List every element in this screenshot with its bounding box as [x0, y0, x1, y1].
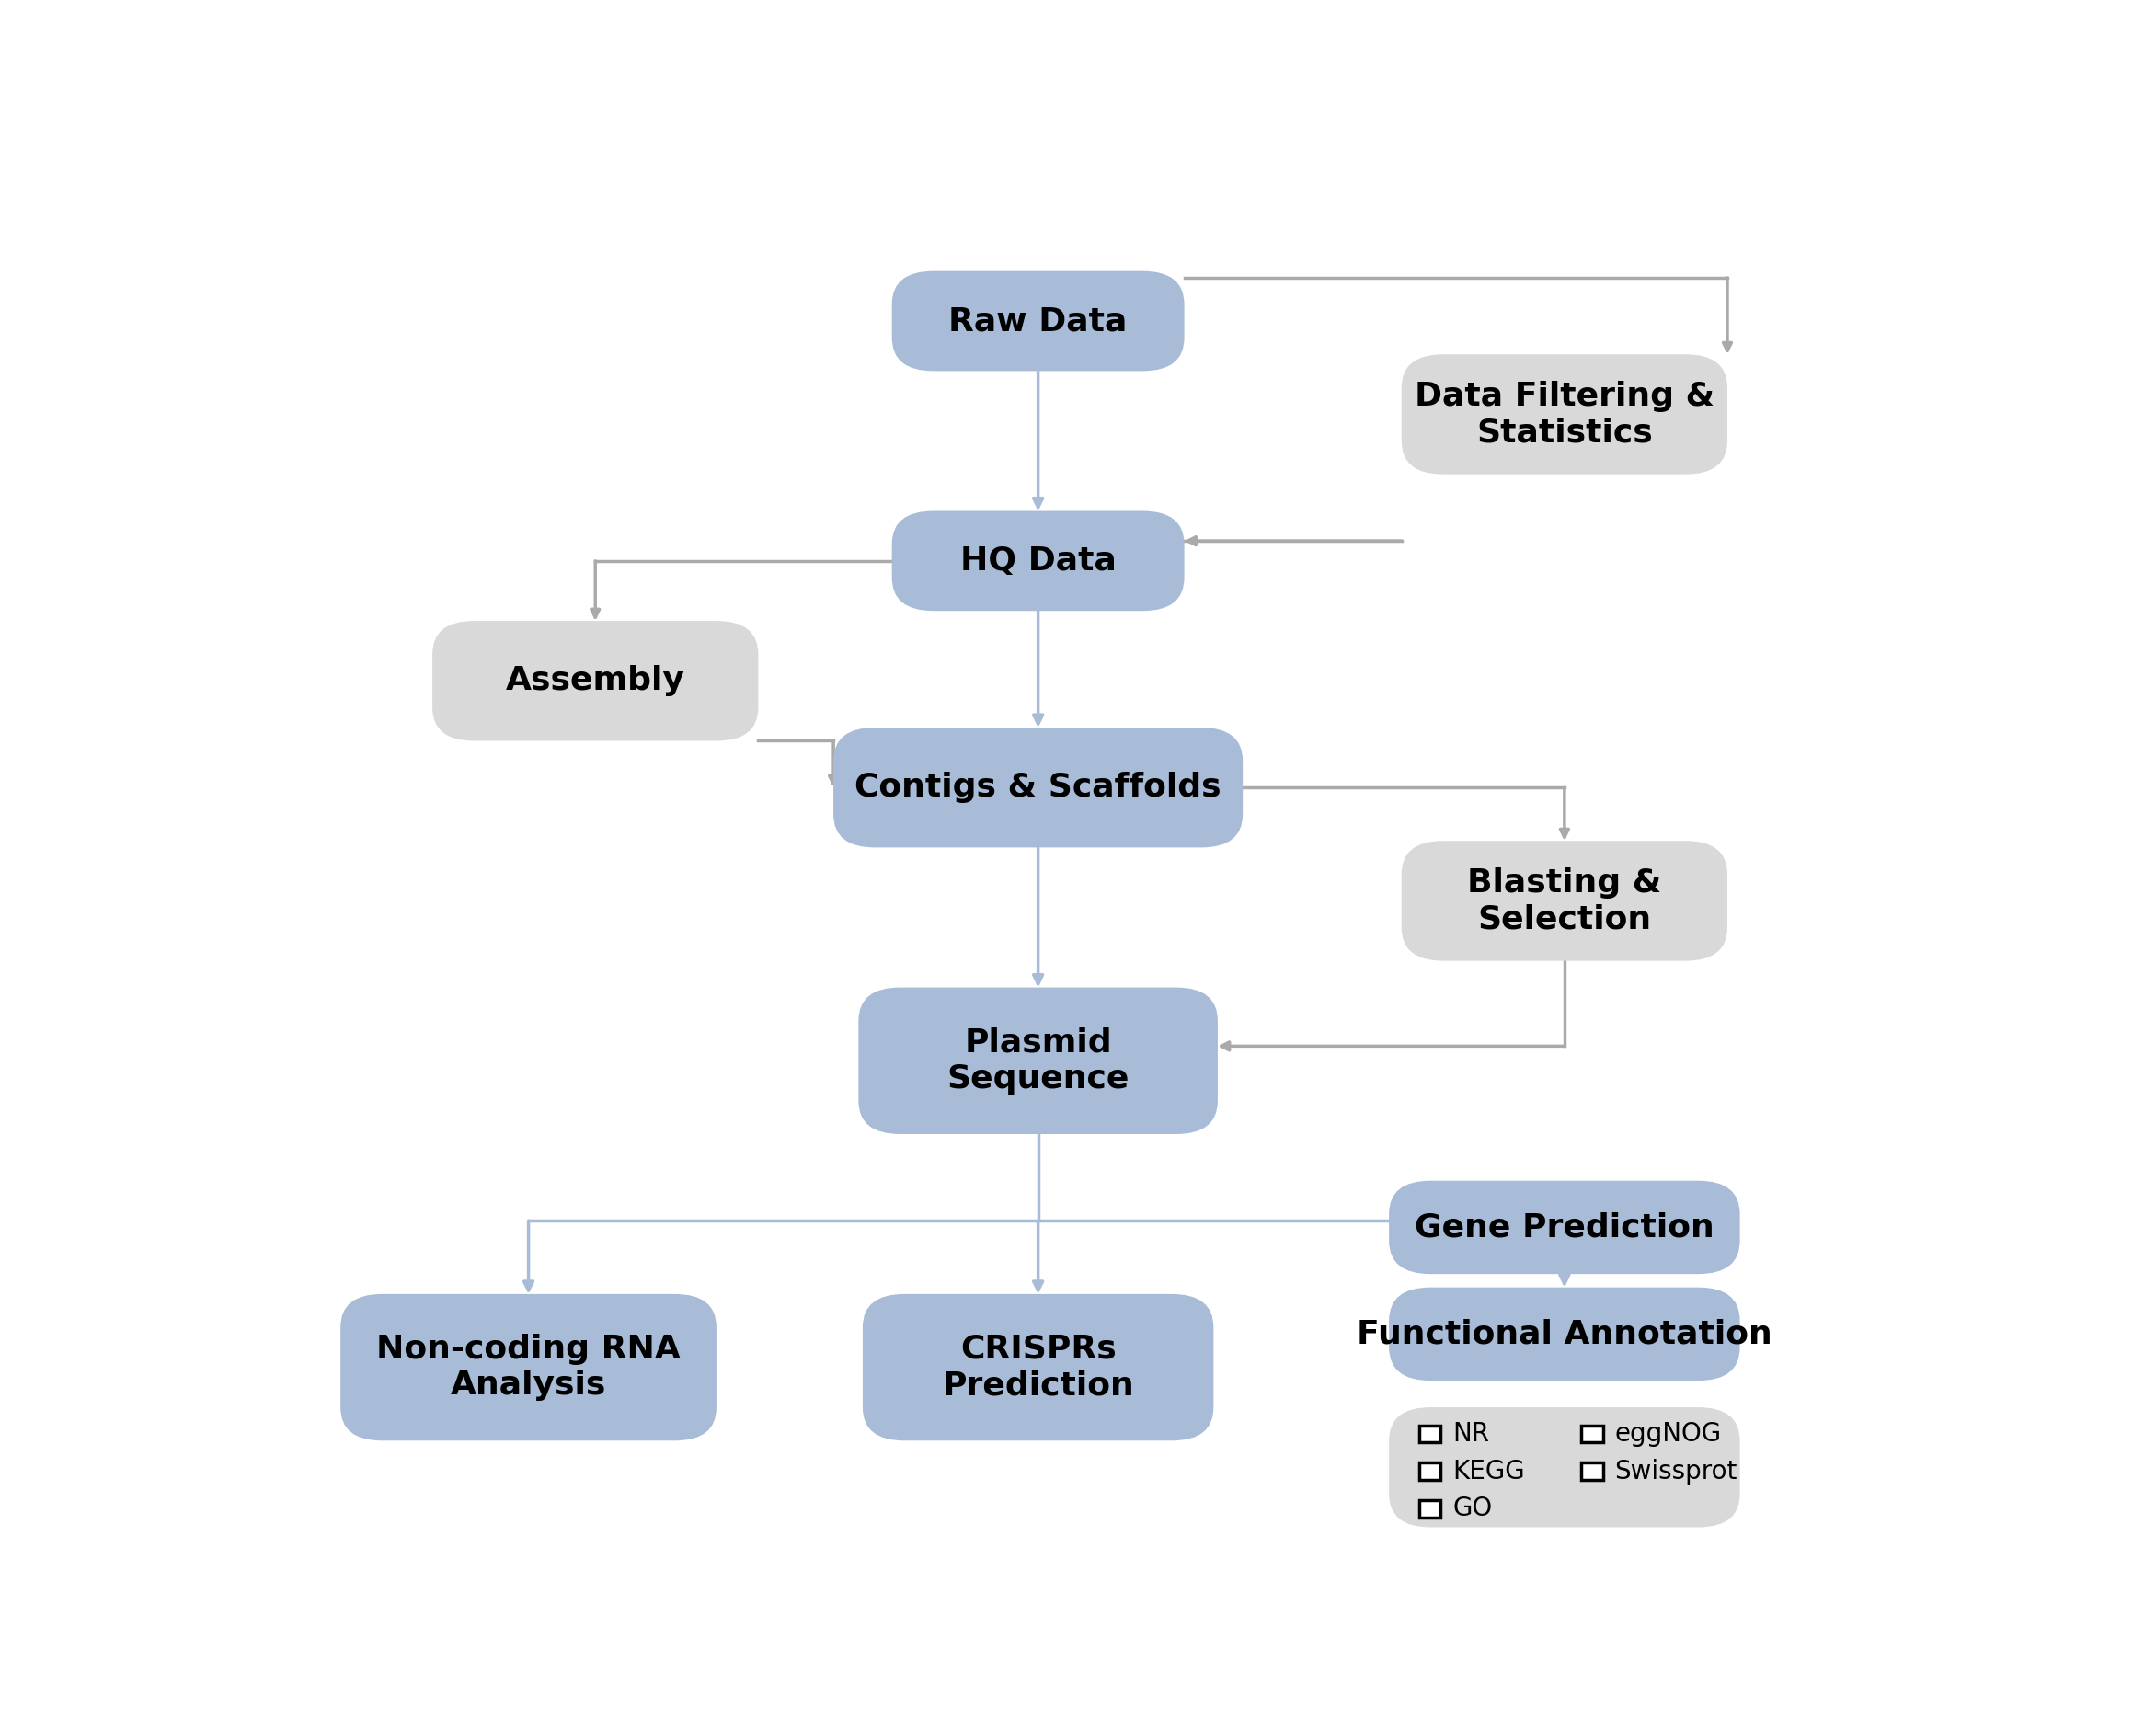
Text: Contigs & Scaffolds: Contigs & Scaffolds	[854, 772, 1222, 803]
Text: Blasting &
Selection: Blasting & Selection	[1468, 867, 1662, 935]
FancyBboxPatch shape	[893, 511, 1184, 611]
FancyBboxPatch shape	[1419, 1463, 1440, 1480]
FancyBboxPatch shape	[433, 621, 759, 741]
FancyBboxPatch shape	[1388, 1407, 1740, 1527]
FancyBboxPatch shape	[1401, 841, 1727, 961]
Text: eggNOG: eggNOG	[1615, 1421, 1720, 1447]
Text: KEGG: KEGG	[1453, 1459, 1524, 1483]
FancyBboxPatch shape	[834, 727, 1242, 848]
Text: CRISPRs
Prediction: CRISPRs Prediction	[942, 1333, 1134, 1400]
Text: Data Filtering &
Statistics: Data Filtering & Statistics	[1414, 381, 1714, 448]
FancyBboxPatch shape	[1401, 355, 1727, 474]
Text: Assembly: Assembly	[507, 665, 686, 696]
FancyBboxPatch shape	[1388, 1181, 1740, 1274]
FancyBboxPatch shape	[341, 1295, 716, 1440]
Text: Gene Prediction: Gene Prediction	[1414, 1212, 1714, 1243]
FancyBboxPatch shape	[858, 987, 1218, 1134]
FancyBboxPatch shape	[1580, 1463, 1602, 1480]
Text: Functional Annotation: Functional Annotation	[1356, 1319, 1772, 1350]
FancyBboxPatch shape	[1580, 1425, 1602, 1442]
FancyBboxPatch shape	[1419, 1501, 1440, 1518]
FancyBboxPatch shape	[893, 272, 1184, 370]
FancyBboxPatch shape	[1388, 1288, 1740, 1381]
Text: Raw Data: Raw Data	[949, 305, 1128, 336]
Text: NR: NR	[1453, 1421, 1490, 1447]
Text: Non-coding RNA
Analysis: Non-coding RNA Analysis	[377, 1333, 681, 1400]
FancyBboxPatch shape	[862, 1295, 1214, 1440]
FancyBboxPatch shape	[1419, 1425, 1440, 1442]
Text: Swissprot: Swissprot	[1615, 1459, 1738, 1483]
Text: Plasmid
Sequence: Plasmid Sequence	[946, 1026, 1130, 1094]
Text: HQ Data: HQ Data	[959, 545, 1117, 576]
Text: GO: GO	[1453, 1496, 1492, 1522]
